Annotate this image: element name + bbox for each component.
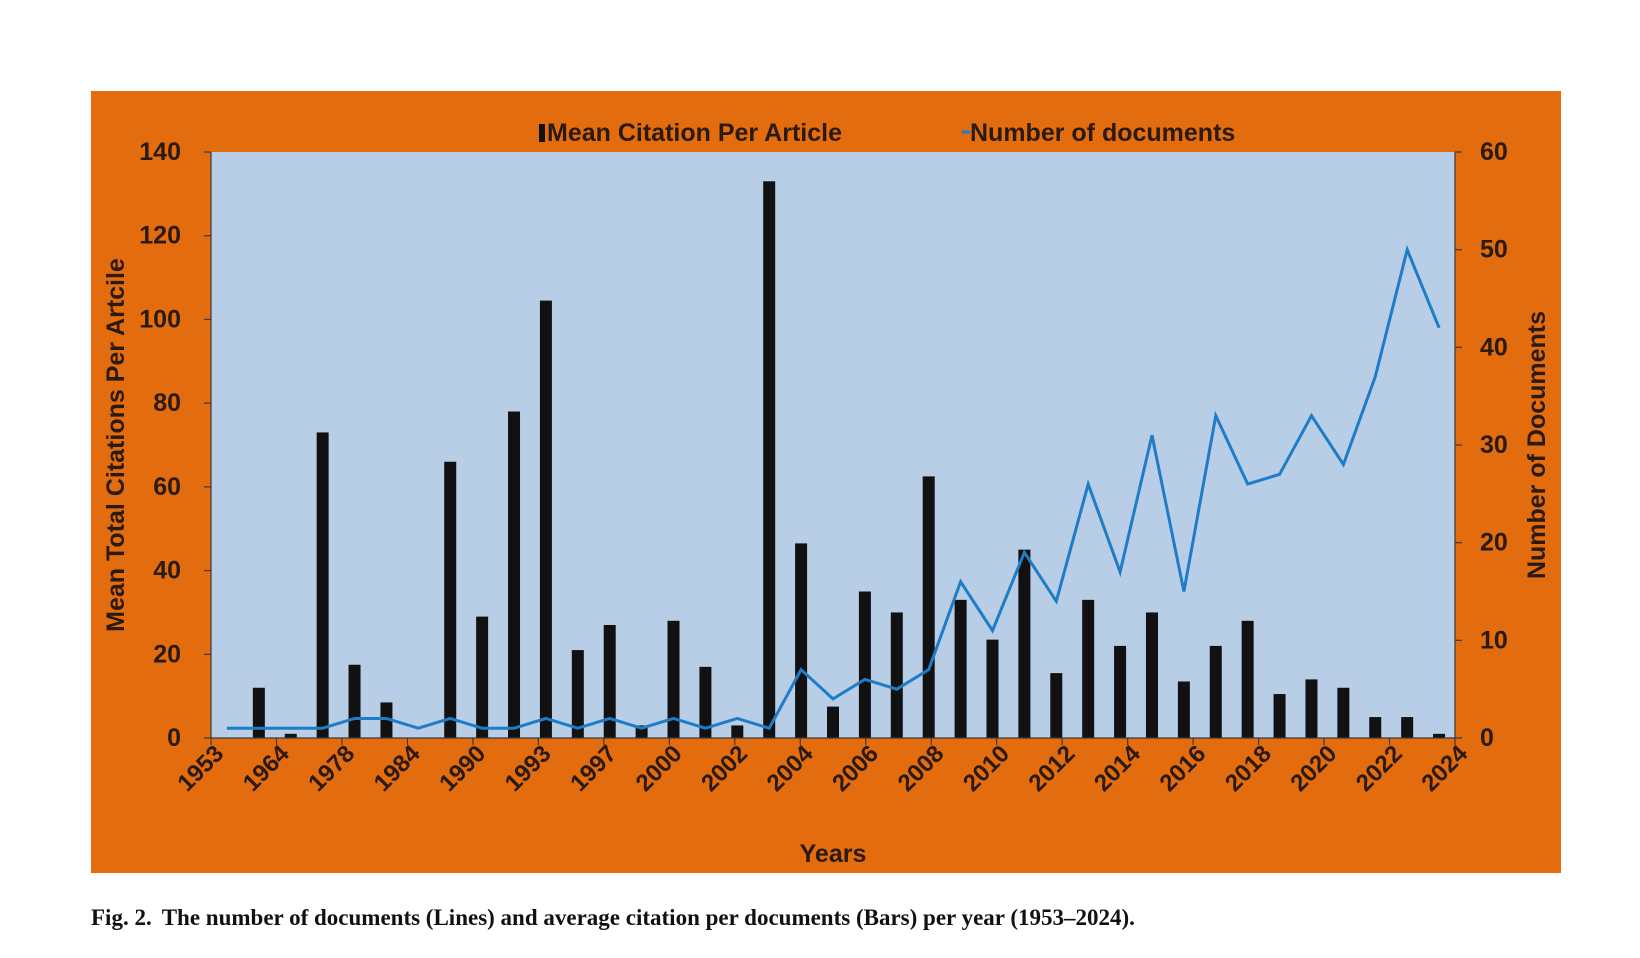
y-tick-label: 40 [153,557,181,585]
bar [986,639,999,738]
bar [795,543,808,738]
bar [444,461,457,738]
bar [252,687,265,738]
y2-tick-label: 30 [1480,431,1508,459]
y-tick-label: 0 [167,724,181,752]
bar [316,432,329,738]
bar [603,624,616,738]
bar [1145,612,1158,738]
y-tick-label: 60 [153,473,181,501]
bar [508,411,521,738]
bar [1082,599,1095,738]
y-tick-label: 140 [139,138,181,166]
legend-line-label: Number of documents [970,119,1235,147]
caption-label: Fig. 2. [91,905,152,930]
bar [1401,717,1414,738]
plot-area [211,152,1455,738]
caption-text: The number of documents (Lines) and aver… [161,905,1135,930]
bar [1114,645,1127,738]
y-axis-title: Mean Total Citations Per Artcile [102,258,130,632]
y2-tick-label: 40 [1480,333,1508,361]
y-tick-label: 20 [153,640,181,668]
bar [380,702,393,738]
documents-line [226,244,1441,730]
bar [571,650,584,738]
y2-axis-title: Number of Documents [1523,311,1551,579]
bar [699,666,712,738]
x-axis-title: Years [800,840,867,868]
y2-tick-label: 50 [1480,236,1508,264]
bar [858,591,871,738]
bar-series [252,181,1446,739]
figure-caption: Fig. 2. The number of documents (Lines) a… [91,905,1135,931]
bar [1305,679,1318,738]
y-tick-label: 80 [153,389,181,417]
bar [348,664,361,738]
bar [827,706,839,738]
legend-bar-swatch [539,124,545,142]
y-tick-label: 100 [139,305,181,333]
bar [476,616,489,738]
y2-tick-label: 0 [1480,724,1494,752]
bar [539,300,552,738]
bar [1018,549,1031,738]
legend-bar-label: Mean Citation Per Article [547,119,842,147]
y-tick-label: 120 [139,222,181,250]
bar [1241,620,1254,738]
bar [763,181,776,739]
bar [1050,673,1063,738]
legend: Mean Citation Per Article Number of docu… [539,119,1235,147]
bar [890,612,903,738]
bar [1209,645,1222,738]
bar [954,599,967,738]
bar [1433,733,1446,738]
bar [1337,687,1350,738]
bar [667,620,680,738]
bar [1369,717,1382,738]
bar [1177,681,1190,738]
y2-tick-label: 60 [1480,138,1508,166]
bar [922,476,935,738]
bar [284,733,297,738]
y2-tick-label: 20 [1480,529,1508,557]
bar [731,725,744,738]
bar [1273,694,1286,738]
y2-tick-label: 10 [1480,626,1508,654]
